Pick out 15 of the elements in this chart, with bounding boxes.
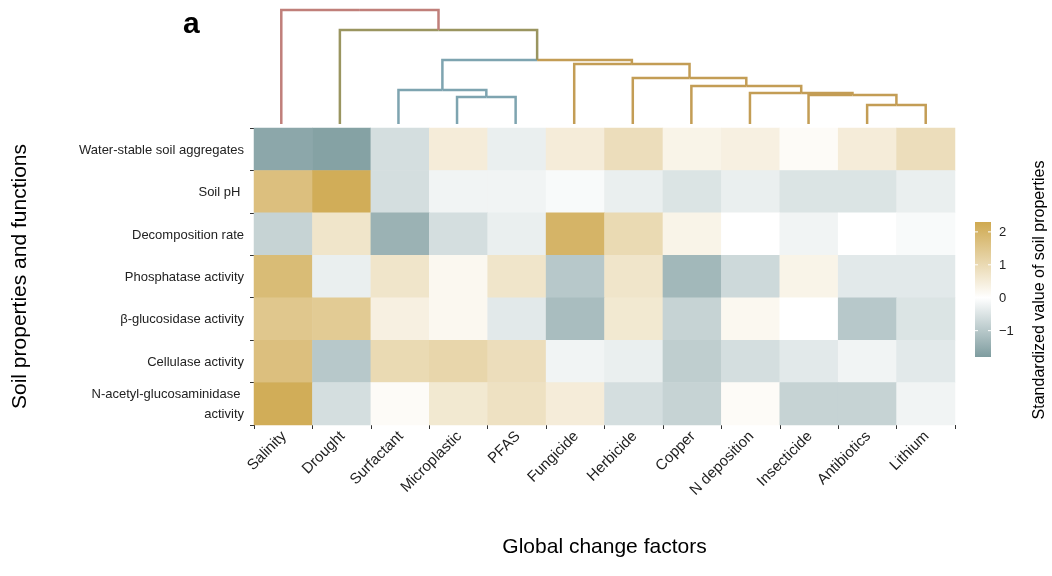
x-axis-title: Global change factors bbox=[502, 534, 707, 557]
y-tick-label: Cellulase activity bbox=[147, 353, 245, 369]
color-bar-title: Standardized value of soil properties bbox=[1029, 160, 1047, 420]
color-bar-label: 0 bbox=[999, 290, 1007, 306]
color-bar-label: 2 bbox=[999, 224, 1007, 240]
y-tick-label: N-acetyl-glucosaminidase activity bbox=[91, 386, 245, 422]
y-tick-label: β-glucosidase activity bbox=[120, 311, 245, 327]
chart-title: a bbox=[183, 5, 200, 39]
color-bar-label: −1 bbox=[999, 323, 1014, 339]
y-tick-label: Phosphatase activity bbox=[124, 269, 245, 284]
y-axis-title: Soil properties and functions bbox=[7, 144, 30, 409]
y-tick-label: Soil pH bbox=[198, 184, 244, 200]
y-tick-label: Water-stable soil aggregates bbox=[79, 141, 245, 157]
color-bar-label: 1 bbox=[999, 257, 1007, 273]
y-tick-label: Decomposition rate bbox=[132, 226, 244, 242]
